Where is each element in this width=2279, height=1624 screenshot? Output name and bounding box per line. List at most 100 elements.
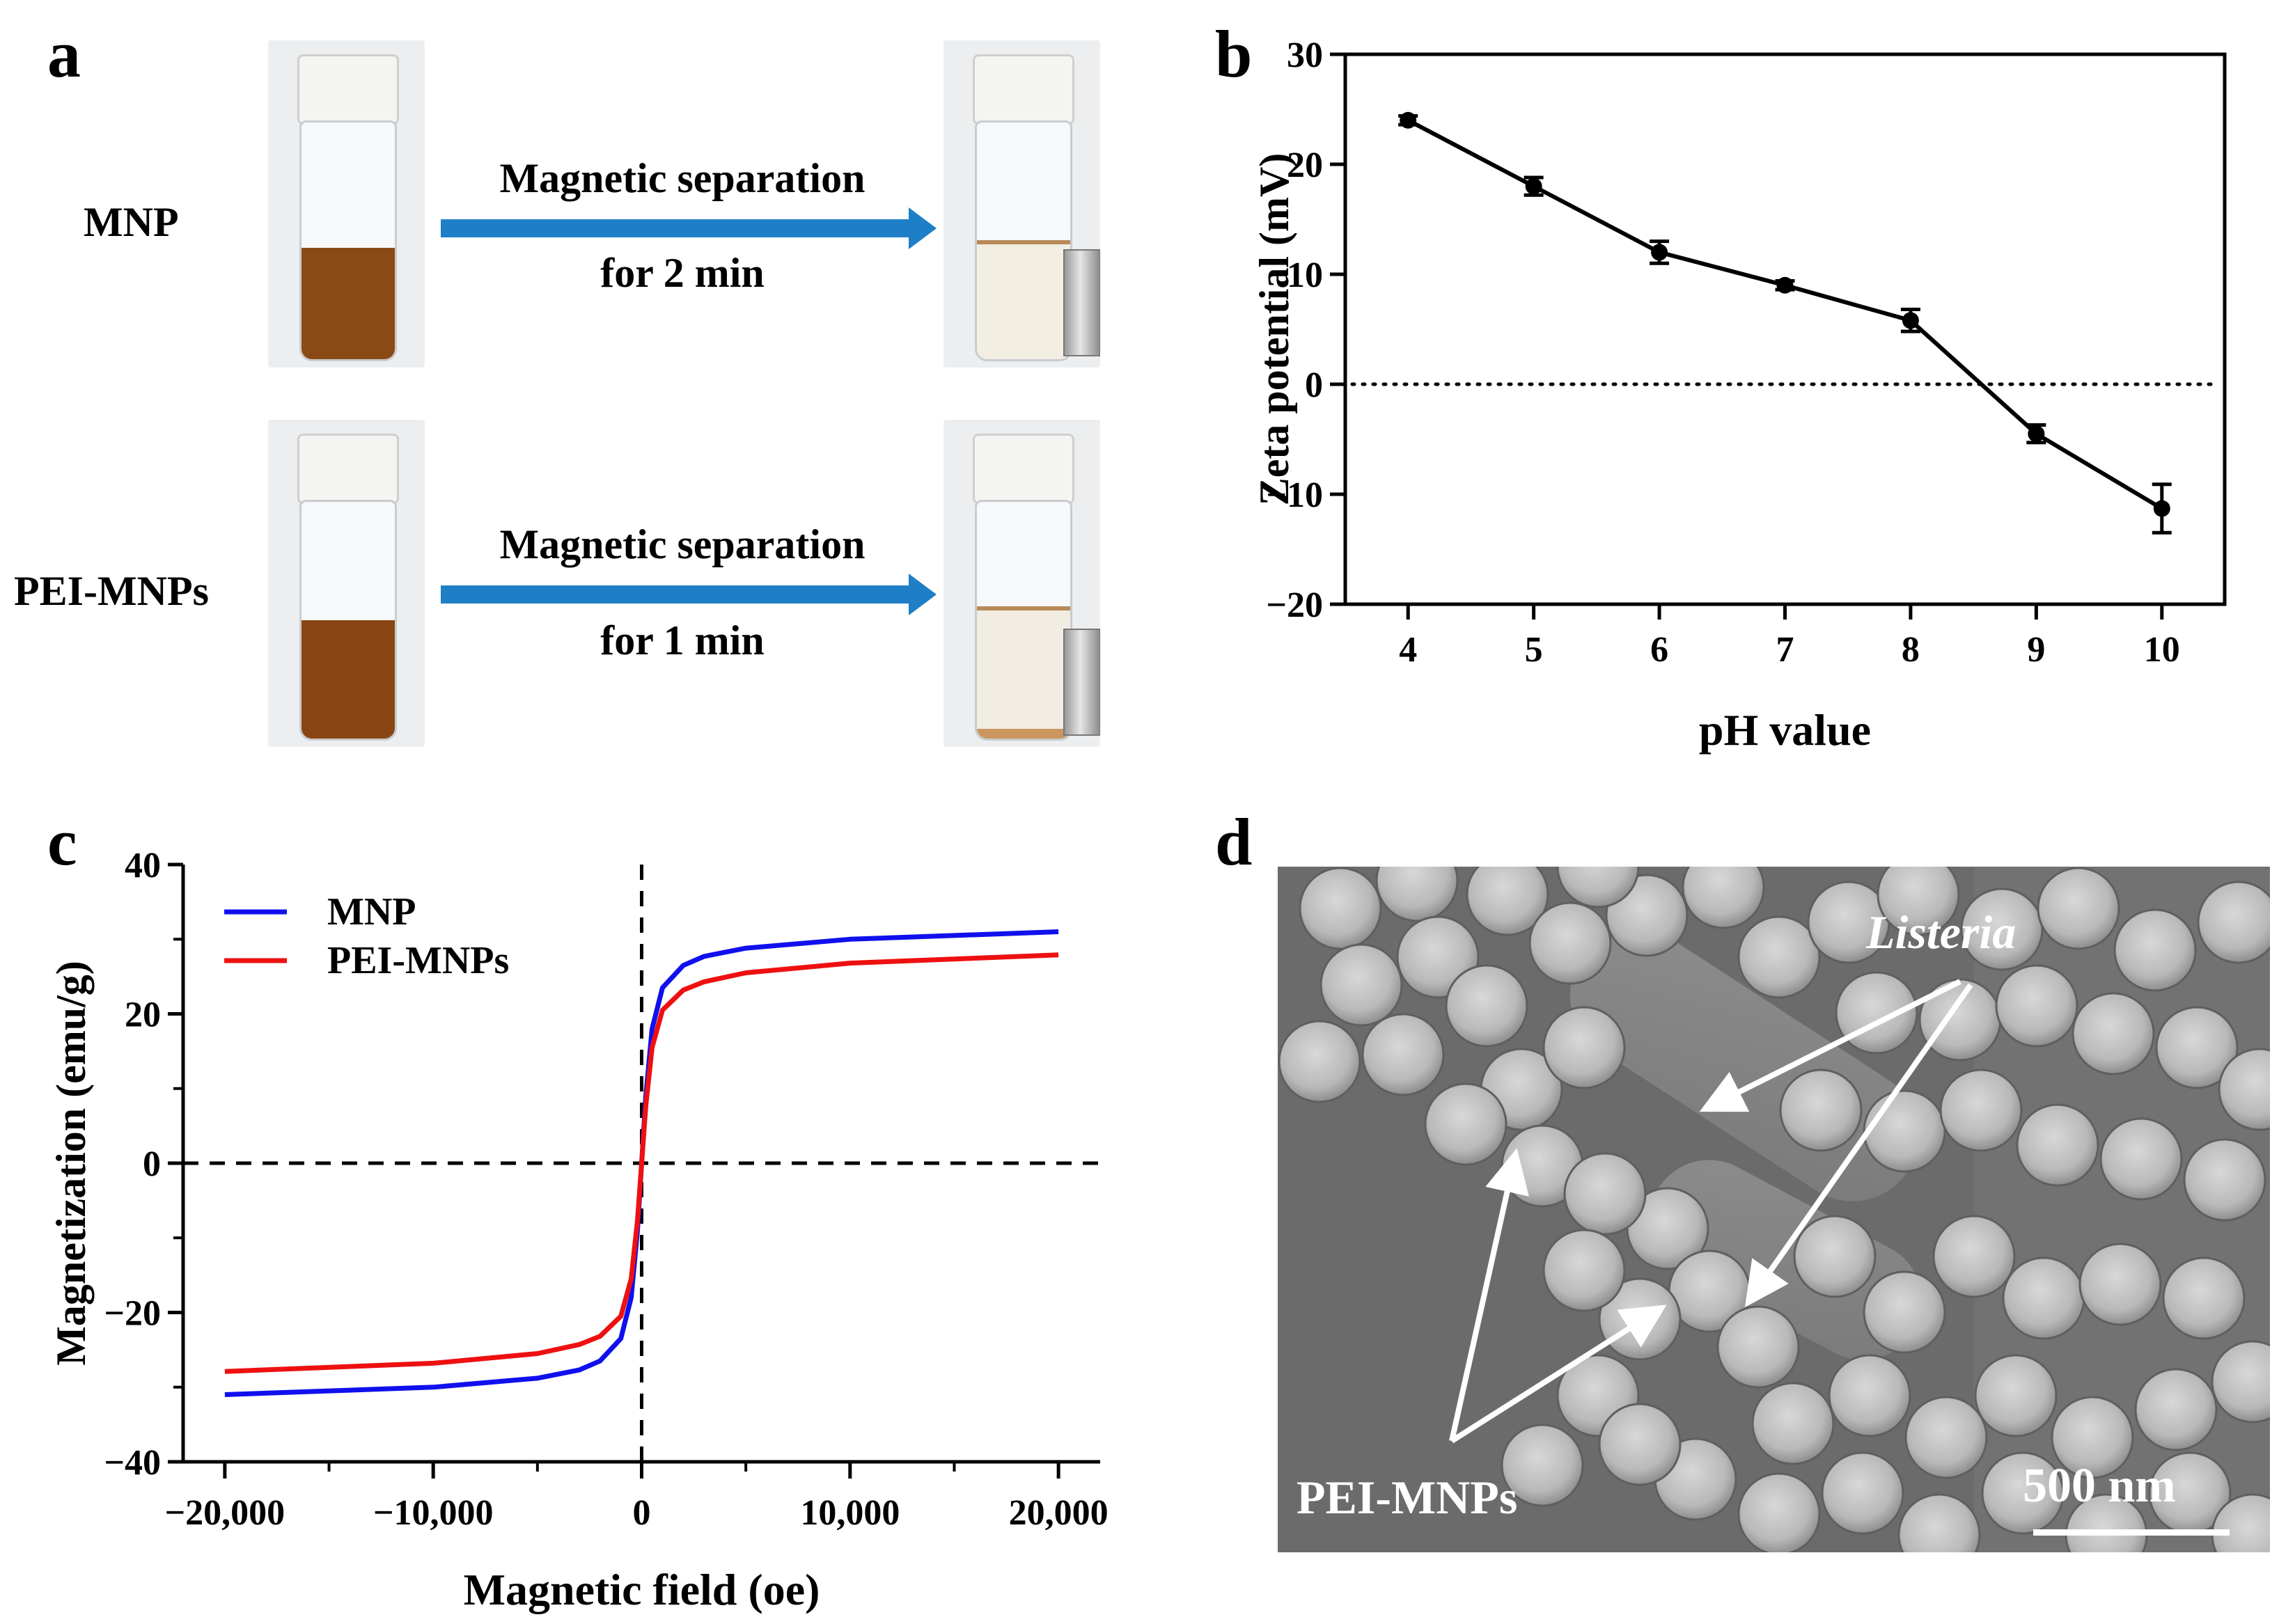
separation-arrows	[441, 207, 937, 615]
panel-a-letter: a	[47, 17, 81, 91]
mnp-bead	[2099, 1117, 2183, 1201]
mnp-bead	[2051, 1396, 2134, 1479]
vial-mnp-before	[268, 40, 425, 368]
pei-mnps-label: PEI-MNPs	[1297, 1471, 1518, 1524]
legend-label-mnp: MNP	[327, 890, 416, 933]
mnp-bead	[1793, 1215, 1877, 1298]
mnp-bead	[1563, 1152, 1647, 1236]
x-tick-label: 0	[633, 1493, 651, 1533]
y-axis-title: Zeta potential (mV)	[1251, 153, 1297, 506]
mnp-bead	[1375, 867, 1459, 922]
arrow-to-mnp-1	[1449, 1148, 1529, 1442]
mnp-bead	[1737, 915, 1821, 999]
mnp-bead	[2113, 908, 2197, 992]
y-tick-label: −20	[1266, 585, 1323, 625]
x-tick-label: 10,000	[800, 1493, 900, 1533]
listeria-label: Listeria	[1866, 906, 2016, 959]
mnp-bead	[1974, 1354, 2058, 1437]
panel-c-letter: c	[47, 805, 77, 879]
mnp-bead	[1960, 888, 2044, 971]
mnp-bead	[1598, 1403, 1682, 1486]
sem-micrograph	[1278, 867, 2270, 1552]
mnp-bead	[1542, 1229, 1626, 1312]
step-label-row1: Magnetic separation	[499, 155, 866, 201]
mnp-bead	[1932, 1215, 2016, 1298]
mnp-bead	[1445, 964, 1528, 1048]
arrow-row2	[441, 574, 937, 615]
x-tick-label: 5	[1525, 630, 1543, 670]
mnp-bead	[1542, 1006, 1626, 1089]
sem-image	[1278, 867, 2270, 1552]
mnp-bead	[2218, 1048, 2270, 1131]
x-tick-label: −10,000	[373, 1493, 494, 1533]
mnp-bead	[1278, 1020, 1361, 1103]
mnp-bead	[1751, 1382, 1835, 1465]
mnp-bead	[1821, 1451, 1904, 1535]
data-point	[2028, 425, 2045, 443]
series-line-pei-mnps	[224, 952, 1059, 1374]
data-point	[2153, 500, 2170, 517]
x-axis-title: Magnetic field (oe)	[464, 1565, 820, 1614]
y-tick-label: −20	[104, 1294, 161, 1334]
panel-b-letter: b	[1215, 17, 1253, 91]
mnp-bead	[2078, 1243, 2162, 1326]
mnp-bead	[2134, 1368, 2218, 1451]
x-tick-label: 7	[1776, 630, 1794, 670]
mnp-bead	[1939, 1069, 2023, 1152]
y-tick-label: −40	[104, 1443, 161, 1483]
vial-pei-mnps-before	[268, 420, 425, 747]
x-tick-label: 6	[1650, 630, 1668, 670]
step-label-row2: Magnetic separation	[499, 521, 866, 567]
arrow-row1	[441, 207, 937, 249]
data-point	[1525, 178, 1542, 195]
vial-mnp-after	[943, 40, 1100, 368]
y-tick-label: 20	[1287, 145, 1323, 185]
y-tick-label: 20	[125, 995, 161, 1035]
mnp-bead	[1501, 1424, 1584, 1507]
y-tick-label: 40	[125, 846, 161, 885]
mnp-bead	[1424, 1082, 1507, 1166]
y-tick-label: 0	[1305, 365, 1323, 405]
mnp-bead	[1779, 1069, 1863, 1152]
mnp-bead	[1877, 867, 1960, 936]
annotation-arrows	[1449, 979, 1973, 1444]
mnp-bead	[1904, 1396, 1988, 1479]
mnp-bead	[1319, 943, 1403, 1027]
sample-label-pei-mnps: PEI-MNPs	[14, 568, 209, 614]
mnp-bead	[1863, 1270, 1946, 1354]
data-point	[1651, 244, 1668, 261]
mnp-bead	[1995, 964, 2078, 1048]
mnp-bead	[1556, 867, 1640, 908]
mnp-bead	[2072, 992, 2155, 1075]
x-tick-label: 8	[1902, 630, 1920, 670]
x-tick-label: −20,000	[165, 1493, 285, 1533]
y-tick-label: 0	[143, 1144, 161, 1184]
plot-frame	[1343, 52, 2227, 606]
mnp-bead	[2162, 1256, 2246, 1340]
arrow-to-listeria-2	[1744, 983, 1973, 1308]
x-tick-label: 10	[2144, 630, 2180, 670]
x-tick-label: 9	[2027, 630, 2045, 670]
mnp-bead	[2155, 1006, 2239, 1089]
mnp-bead	[1897, 1493, 1981, 1552]
x-tick-label: 4	[1399, 630, 1417, 670]
y-tick-label: −10	[1266, 475, 1323, 515]
mnp-bead	[2037, 867, 2120, 950]
mnp-bead	[2211, 1340, 2270, 1424]
mnp-bead	[1361, 1013, 1445, 1096]
panel-d-letter: d	[1215, 805, 1253, 879]
sample-label-mnp: MNP	[84, 199, 179, 245]
duration-label-row1: for 2 min	[600, 250, 765, 296]
mnp-bead	[1466, 867, 1549, 936]
scale-bar	[2033, 1529, 2230, 1536]
mnp-bead	[1299, 867, 1382, 950]
zeta-potential-chart: −20 −10 0 10 20 30 4 5 6 7 8 9 10 pH value Zeta pote…	[1251, 36, 2227, 755]
y-axis-title: Magnetization (emu/g)	[48, 961, 94, 1366]
y-tick-label: 10	[1287, 255, 1323, 295]
x-tick-label: 20,000	[1009, 1493, 1109, 1533]
mnp-bead	[2016, 1103, 2099, 1187]
data-point	[1776, 276, 1794, 294]
zeta-series-line	[1407, 118, 2163, 511]
mnp-bead	[1682, 867, 1765, 929]
data-point	[1902, 312, 1919, 329]
